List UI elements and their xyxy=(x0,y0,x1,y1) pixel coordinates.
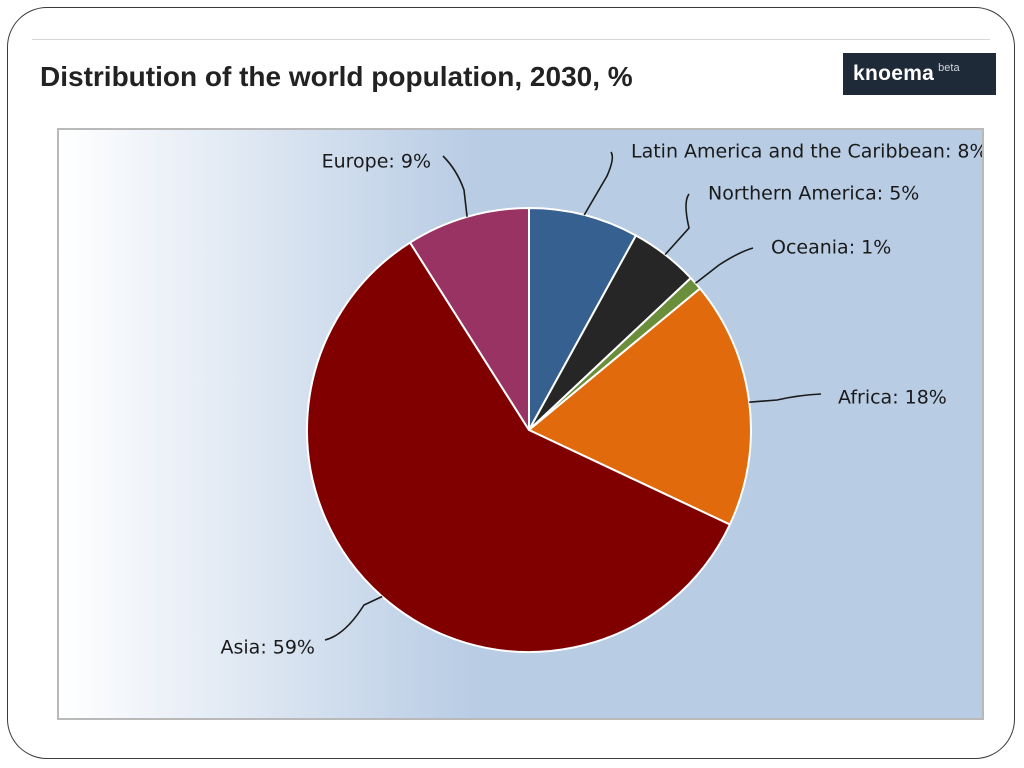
connector-africa xyxy=(749,393,822,403)
data-label-oceania: Oceania: 1% xyxy=(771,237,891,259)
data-label-latin-america-and-the-caribbean: Latin America and the Caribbean: 8% xyxy=(631,141,982,163)
knoema-logo[interactable]: knoema beta xyxy=(843,53,996,95)
label-group: Latin America and the Caribbean: 8% North… xyxy=(221,141,983,659)
data-label-africa: Africa: 18% xyxy=(838,387,947,409)
plot-area: Latin America and the Caribbean: 8% North… xyxy=(57,128,984,720)
data-label-asia: Asia: 59% xyxy=(221,637,316,659)
pie-slice-asia[interactable] xyxy=(306,241,731,653)
connector-latin-america-and-the-caribbean xyxy=(583,151,614,216)
connector-group xyxy=(324,151,822,641)
pie-slice-latin-america-and-the-caribbean[interactable] xyxy=(528,207,637,431)
data-label-europe: Europe: 9% xyxy=(322,151,431,173)
logo-wordmark: knoema xyxy=(853,62,935,85)
chart-title: Distribution of the world population, 20… xyxy=(40,61,633,92)
logo-beta-badge: beta xyxy=(938,62,960,74)
data-label-northern-america: Northern America: 5% xyxy=(708,183,919,205)
divider xyxy=(32,39,990,40)
pie-chart: Latin America and the Caribbean: 8% North… xyxy=(59,130,982,718)
slice-group xyxy=(306,207,752,653)
pie-slice-europe[interactable] xyxy=(409,207,530,431)
connector-oceania xyxy=(695,247,754,284)
connector-asia xyxy=(324,595,383,641)
pie-slice-africa[interactable] xyxy=(528,287,752,526)
connector-northern-america xyxy=(664,193,690,256)
slide-frame: Distribution of the world population, 20… xyxy=(7,7,1015,759)
connector-europe xyxy=(442,155,468,217)
